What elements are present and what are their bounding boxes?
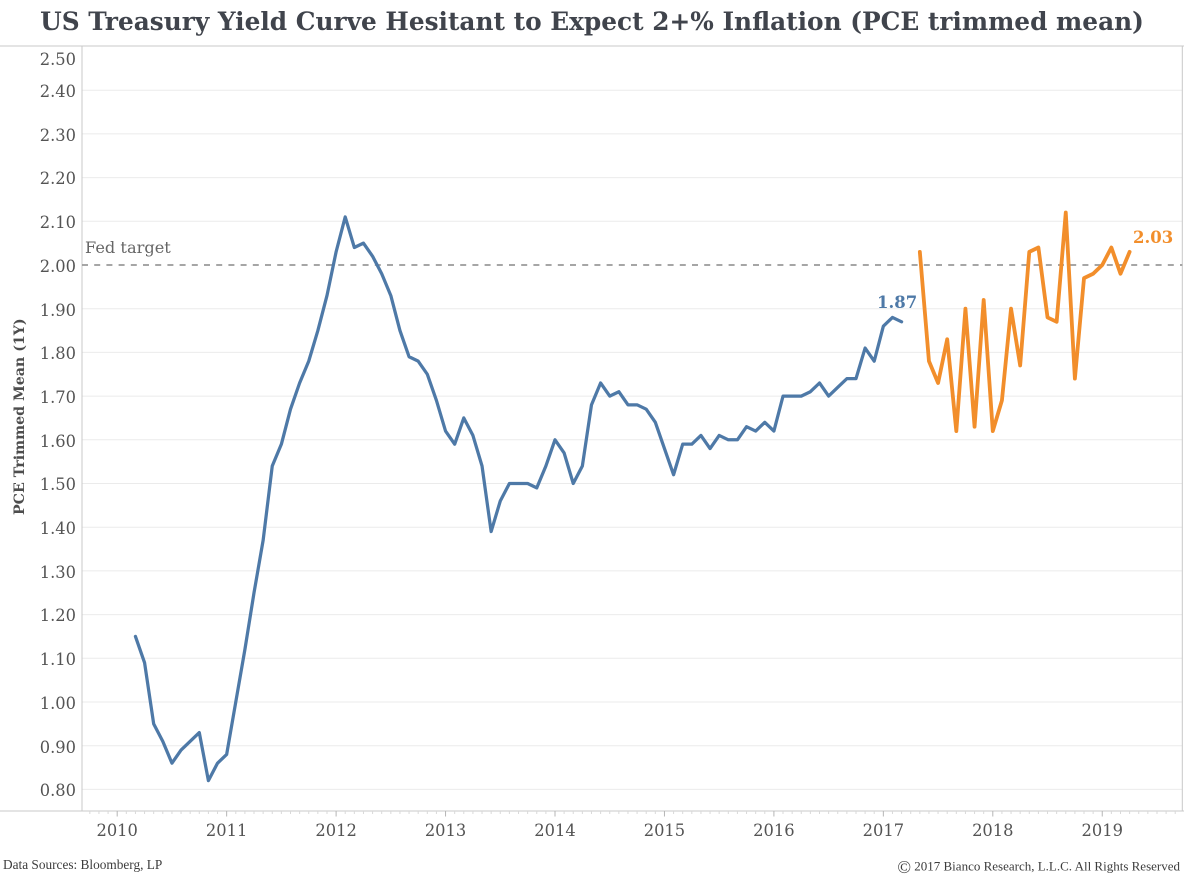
x-tick-label: 2019 xyxy=(1081,821,1123,840)
y-tick-label: 1.20 xyxy=(39,606,76,626)
fed-target-label: Fed target xyxy=(85,238,171,258)
y-tick-label: 1.60 xyxy=(39,431,76,451)
x-tick-label: 2013 xyxy=(424,821,467,840)
y-tick-label: 1.10 xyxy=(39,650,76,670)
y-tick-label: 1.90 xyxy=(39,300,76,320)
x-tick-label: 2010 xyxy=(96,821,138,840)
y-tick-label: 2.40 xyxy=(39,82,76,101)
y-tick-label: 0.90 xyxy=(39,737,76,757)
x-tick-label: 2015 xyxy=(643,821,686,840)
series-blue-end-label: 1.87 xyxy=(877,293,918,312)
y-tick-label: 2.30 xyxy=(39,125,76,145)
y-tick-label: 2.10 xyxy=(39,213,76,233)
y-tick-label: 2.00 xyxy=(39,256,76,276)
y-tick-label: 2.50 xyxy=(39,49,76,69)
chart-title: US Treasury Yield Curve Hesitant to Expe… xyxy=(40,7,1144,36)
x-tick-label: 2014 xyxy=(534,821,576,840)
y-tick-label: 1.00 xyxy=(39,693,76,713)
data-sources-note: Data Sources: Bloomberg, LP xyxy=(3,857,163,872)
y-tick-label: 1.30 xyxy=(39,562,76,582)
y-tick-label: 1.80 xyxy=(39,344,76,364)
x-tick-label: 2016 xyxy=(753,821,795,840)
y-tick-label: 2.20 xyxy=(39,169,76,189)
y-tick-label: 0.80 xyxy=(39,781,76,801)
copyright-icon: © xyxy=(897,856,912,877)
x-tick-label: 2011 xyxy=(205,821,248,840)
y-tick-label: 1.50 xyxy=(39,475,76,495)
x-tick-label: 2017 xyxy=(862,821,905,840)
series-orange-end-label: 2.03 xyxy=(1133,227,1174,247)
copyright-note: © 2017 Bianco Research, L.L.C. All Right… xyxy=(897,858,1180,876)
y-tick-label: 1.70 xyxy=(39,387,76,407)
x-tick-label: 2018 xyxy=(972,821,1014,840)
x-tick-label: 2012 xyxy=(315,821,357,840)
copyright-text: 2017 Bianco Research, L.L.C. All Rights … xyxy=(914,858,1180,873)
series_blue-line xyxy=(133,215,904,783)
y-tick-label: 1.40 xyxy=(39,519,76,538)
series_orange-line xyxy=(917,210,1132,433)
